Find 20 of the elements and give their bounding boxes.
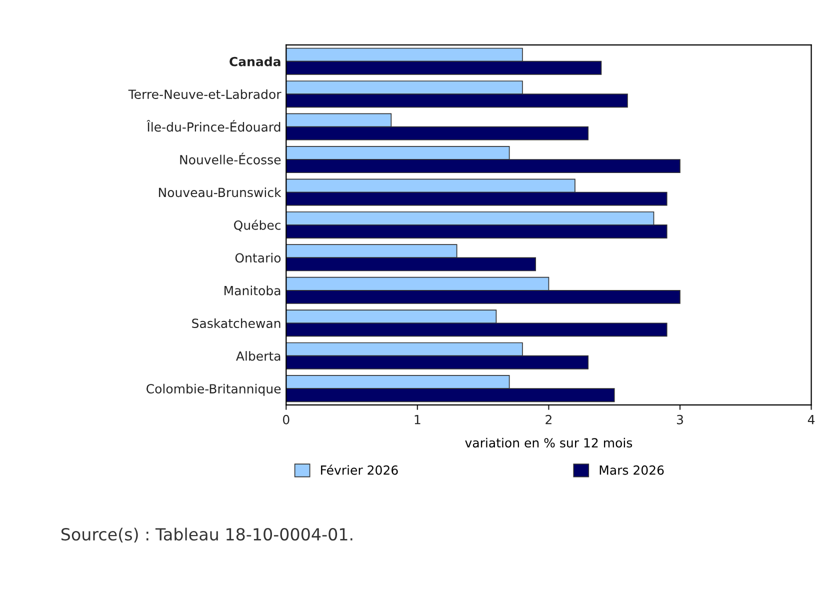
x-tick-label: 1: [414, 415, 420, 424]
legend-label: Février 2026: [321, 464, 398, 475]
y-tick-label: Québec: [234, 220, 280, 232]
y-tick-label: Nouvelle-Écosse: [180, 152, 281, 164]
legend-label: Mars 2026: [600, 465, 664, 475]
y-tick-label: Saskatchewan: [192, 318, 280, 328]
y-tick-label: Île-du-Prince-Édouard: [146, 120, 280, 132]
x-tick-label: 3: [676, 414, 683, 424]
y-tick-label: Ontario: [235, 252, 281, 263]
x-axis-title: variation en % sur 12 mois: [465, 438, 632, 448]
source-note: Source(s) : Tableau 18-10-0004-01.: [61, 528, 352, 543]
y-tick-label: Manitoba: [224, 286, 280, 296]
x-tick-label: 4: [808, 415, 815, 424]
y-tick-label: Nouveau-Brunswick: [158, 187, 282, 198]
x-tick-label: 2: [546, 414, 552, 424]
y-tick-label: Terre-Neuve-et-Labrador: [128, 89, 282, 99]
y-tick-label: Alberta: [236, 351, 280, 361]
y-tick-label: Colombie-Britannique: [146, 384, 281, 396]
y-tick-label: Canada: [230, 56, 280, 66]
x-tick-label: 0: [282, 414, 290, 424]
